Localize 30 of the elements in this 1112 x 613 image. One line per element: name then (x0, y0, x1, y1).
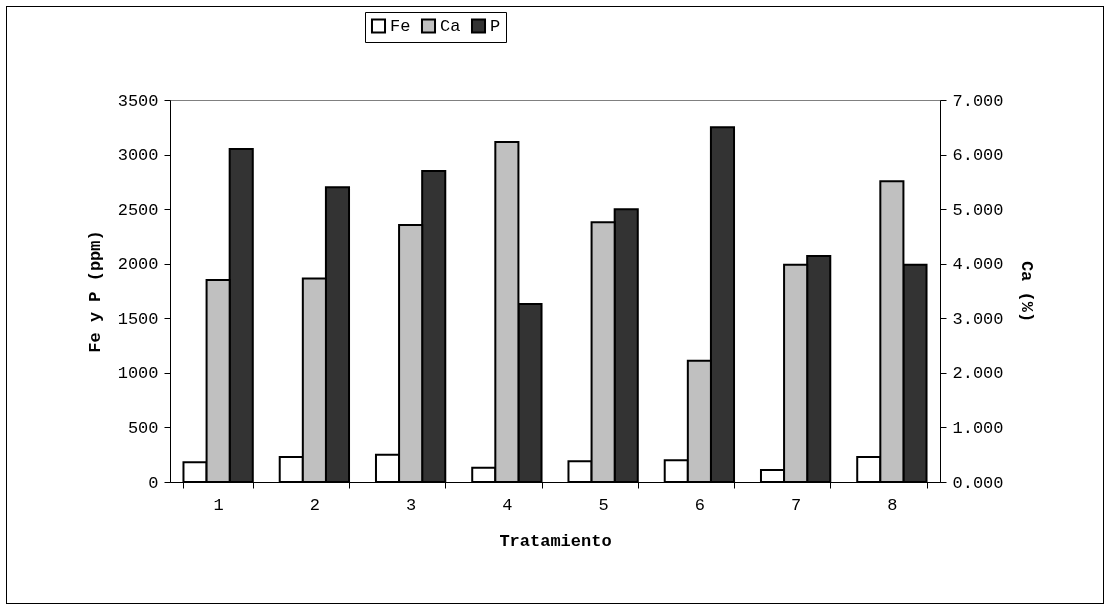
y-axis-title: Fe y P (ppm) (85, 230, 105, 353)
y-tick-label: 0 (148, 473, 159, 493)
x-tick-label: 1 (213, 495, 224, 515)
y-tick-label: 3000 (117, 146, 159, 166)
y2-tick-label: 3.000 (952, 309, 1004, 329)
x-tick-label: 7 (791, 495, 802, 515)
y2-tick-label: 2.000 (952, 364, 1004, 384)
y2-tick-label: 7.000 (952, 91, 1004, 111)
legend-label: Ca (440, 16, 461, 36)
x-axis-title: Tratamiento (499, 531, 612, 551)
y2-tick-label: 6.000 (952, 146, 1004, 166)
y-tick-label: 2500 (117, 200, 159, 220)
y2-tick-label: 0.000 (952, 473, 1004, 493)
y-tick-label: 1000 (117, 364, 159, 384)
y2-tick-label: 5.000 (952, 200, 1004, 220)
y2-axis-title: Ca (%) (1016, 260, 1036, 323)
x-tick-label: 5 (598, 495, 609, 515)
y2-tick-label: 1.000 (952, 418, 1004, 438)
legend-label: Fe (390, 16, 411, 36)
x-tick-label: 2 (309, 495, 320, 515)
x-tick-label: 3 (406, 495, 417, 515)
y-tick-label: 3500 (117, 91, 159, 111)
y-tick-label: 2000 (117, 255, 159, 275)
y-tick-label: 1500 (117, 309, 159, 329)
y-tick-label: 500 (127, 418, 159, 438)
x-tick-label: 4 (502, 495, 513, 515)
x-tick-label: 8 (887, 495, 898, 515)
y2-tick-label: 4.000 (952, 255, 1004, 275)
x-tick-label: 6 (694, 495, 705, 515)
legend-label: P (490, 16, 501, 36)
